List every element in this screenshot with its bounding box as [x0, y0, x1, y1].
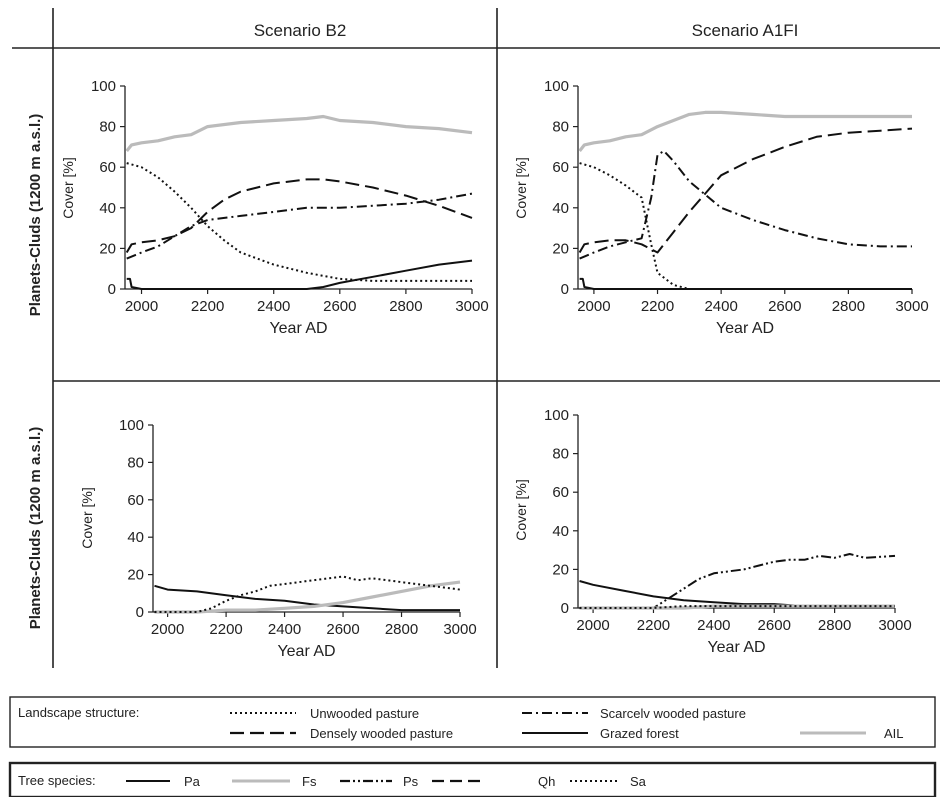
y-tick-label: 80 [552, 119, 569, 136]
x-tick-label: 2200 [209, 621, 242, 638]
chart-panel-top-right: 0 20 40 60 80 100 2000 2200 2400 2600 2800 3000 Year… [513, 78, 929, 337]
series-line-fs [154, 580, 461, 614]
x-tick-label: 3000 [455, 298, 488, 315]
legend-label-fs: Fs [302, 774, 317, 789]
x-axis-label: Year AD [707, 639, 765, 656]
y-tick-label: 20 [127, 567, 144, 584]
y-tick-label: 0 [136, 604, 144, 621]
x-tick-label: 2600 [323, 298, 356, 315]
x-tick-label: 2000 [151, 621, 184, 638]
x-tick-label: 2600 [758, 617, 791, 634]
grid-frame [12, 8, 940, 668]
series-line-ail [578, 110, 912, 152]
x-tick-label: 2800 [832, 298, 865, 315]
legend-species: Tree species: Pa Fs Ps Qh Sa [8, 761, 937, 799]
y-tick-label: 20 [99, 240, 116, 257]
chart-panel-bottom-left: 0 20 40 60 80 100 2000 2200 2400 2600 2800 3000 Year… [79, 417, 477, 660]
legend-label-sa: Sa [630, 774, 647, 789]
y-axis-label: Cover [%] [79, 487, 95, 548]
series-line-densely-wooded-pasture [578, 127, 913, 254]
x-tick-label: 2800 [389, 298, 422, 315]
y-tick-label: 100 [91, 78, 116, 95]
y-tick-label: 80 [552, 446, 569, 463]
legend-landscape-title: Landscape structure: [18, 705, 139, 720]
x-axis-label: Year AD [269, 320, 327, 337]
legend-label-pa: Pa [184, 774, 201, 789]
legend-species-title: Tree species: [18, 773, 96, 788]
y-tick-label: 40 [127, 529, 144, 546]
x-tick-label: 2400 [257, 298, 290, 315]
y-tick-label: 80 [127, 454, 144, 471]
column-header-left: Scenario B2 [254, 21, 347, 40]
y-tick-label: 100 [544, 407, 569, 424]
y-axis-label: Cover [%] [60, 157, 76, 218]
x-tick-label: 2400 [697, 617, 730, 634]
x-tick-label: 2400 [268, 621, 301, 638]
x-tick-label: 2000 [576, 617, 609, 634]
x-tick-label: 2000 [125, 298, 158, 315]
column-header-right: Scenario A1FI [692, 21, 799, 40]
y-tick-label: 100 [119, 417, 144, 434]
legend-label-unwooded: Unwooded pasture [310, 706, 419, 721]
y-tick-label: 60 [99, 159, 116, 176]
y-axis-label: Cover [%] [513, 479, 529, 540]
x-tick-label: 2200 [641, 298, 674, 315]
series-line-ps [579, 553, 896, 609]
legend-label-ail: AIL [884, 726, 904, 741]
series-line-scarcelv-wooded-pasture [579, 150, 912, 260]
series-line-ail [125, 114, 473, 153]
x-tick-label: 3000 [878, 617, 911, 634]
x-tick-label: 3000 [443, 621, 476, 638]
y-axis-label: Cover [%] [513, 157, 529, 218]
series-line-grazed-forest [579, 277, 912, 290]
x-tick-label: 2000 [577, 298, 610, 315]
series-line-grazed-forest [126, 259, 473, 290]
legend-label-scarcely: Scarcelv wooded pasture [600, 706, 746, 721]
x-axis-label: Year AD [716, 320, 774, 337]
row-label-bottom: Planets-Cluds (1200 m a.s.l.) [27, 427, 44, 630]
y-tick-label: 80 [99, 119, 116, 136]
series-line-pa [154, 584, 460, 612]
legend-label-qh: Qh [538, 774, 555, 789]
y-tick-label: 100 [544, 78, 569, 95]
y-tick-label: 20 [552, 240, 569, 257]
series-line-unwooded-pasture [579, 162, 912, 290]
x-tick-label: 2400 [704, 298, 737, 315]
legend-label-densely: Densely wooded pasture [310, 726, 453, 741]
y-tick-label: 60 [552, 159, 569, 176]
x-tick-label: 2600 [768, 298, 801, 315]
y-tick-label: 40 [552, 200, 569, 217]
series-line-unwooded-pasture [126, 162, 472, 282]
chart-panel-bottom-right: 0 20 40 60 80 100 2000 2200 2400 2600 2800 3000 Year… [513, 407, 912, 656]
legend-landscape: Landscape structure: Unwooded pasture Sc… [9, 696, 936, 748]
legend-landscape-box [9, 696, 936, 748]
x-tick-label: 2600 [326, 621, 359, 638]
legend-label-ps: Ps [403, 774, 419, 789]
x-tick-label: 2800 [818, 617, 851, 634]
y-tick-label: 20 [552, 561, 569, 578]
series-line-scarcelv-wooded-pasture [126, 192, 473, 260]
y-tick-label: 60 [127, 492, 144, 509]
y-tick-label: 40 [552, 523, 569, 540]
y-tick-label: 0 [561, 281, 569, 298]
y-tick-label: 40 [99, 200, 116, 217]
x-tick-label: 2200 [191, 298, 224, 315]
series-line-densely-wooded-pasture [125, 178, 473, 254]
x-tick-label: 2800 [385, 621, 418, 638]
x-axis-label: Year AD [277, 643, 335, 660]
y-tick-label: 0 [108, 281, 116, 298]
x-tick-label: 2200 [637, 617, 670, 634]
x-tick-label: 3000 [895, 298, 928, 315]
y-tick-label: 0 [561, 600, 569, 617]
series-line-pa [579, 580, 895, 608]
y-tick-label: 60 [552, 484, 569, 501]
chart-panel-top-left: 0 20 40 60 80 100 2000 2200 2400 2600 2800 3000 Year… [60, 78, 489, 337]
legend-label-grazed: Grazed forest [600, 726, 679, 741]
row-label-top: Planets-Cluds (1200 m a.s.l.) [27, 114, 44, 317]
